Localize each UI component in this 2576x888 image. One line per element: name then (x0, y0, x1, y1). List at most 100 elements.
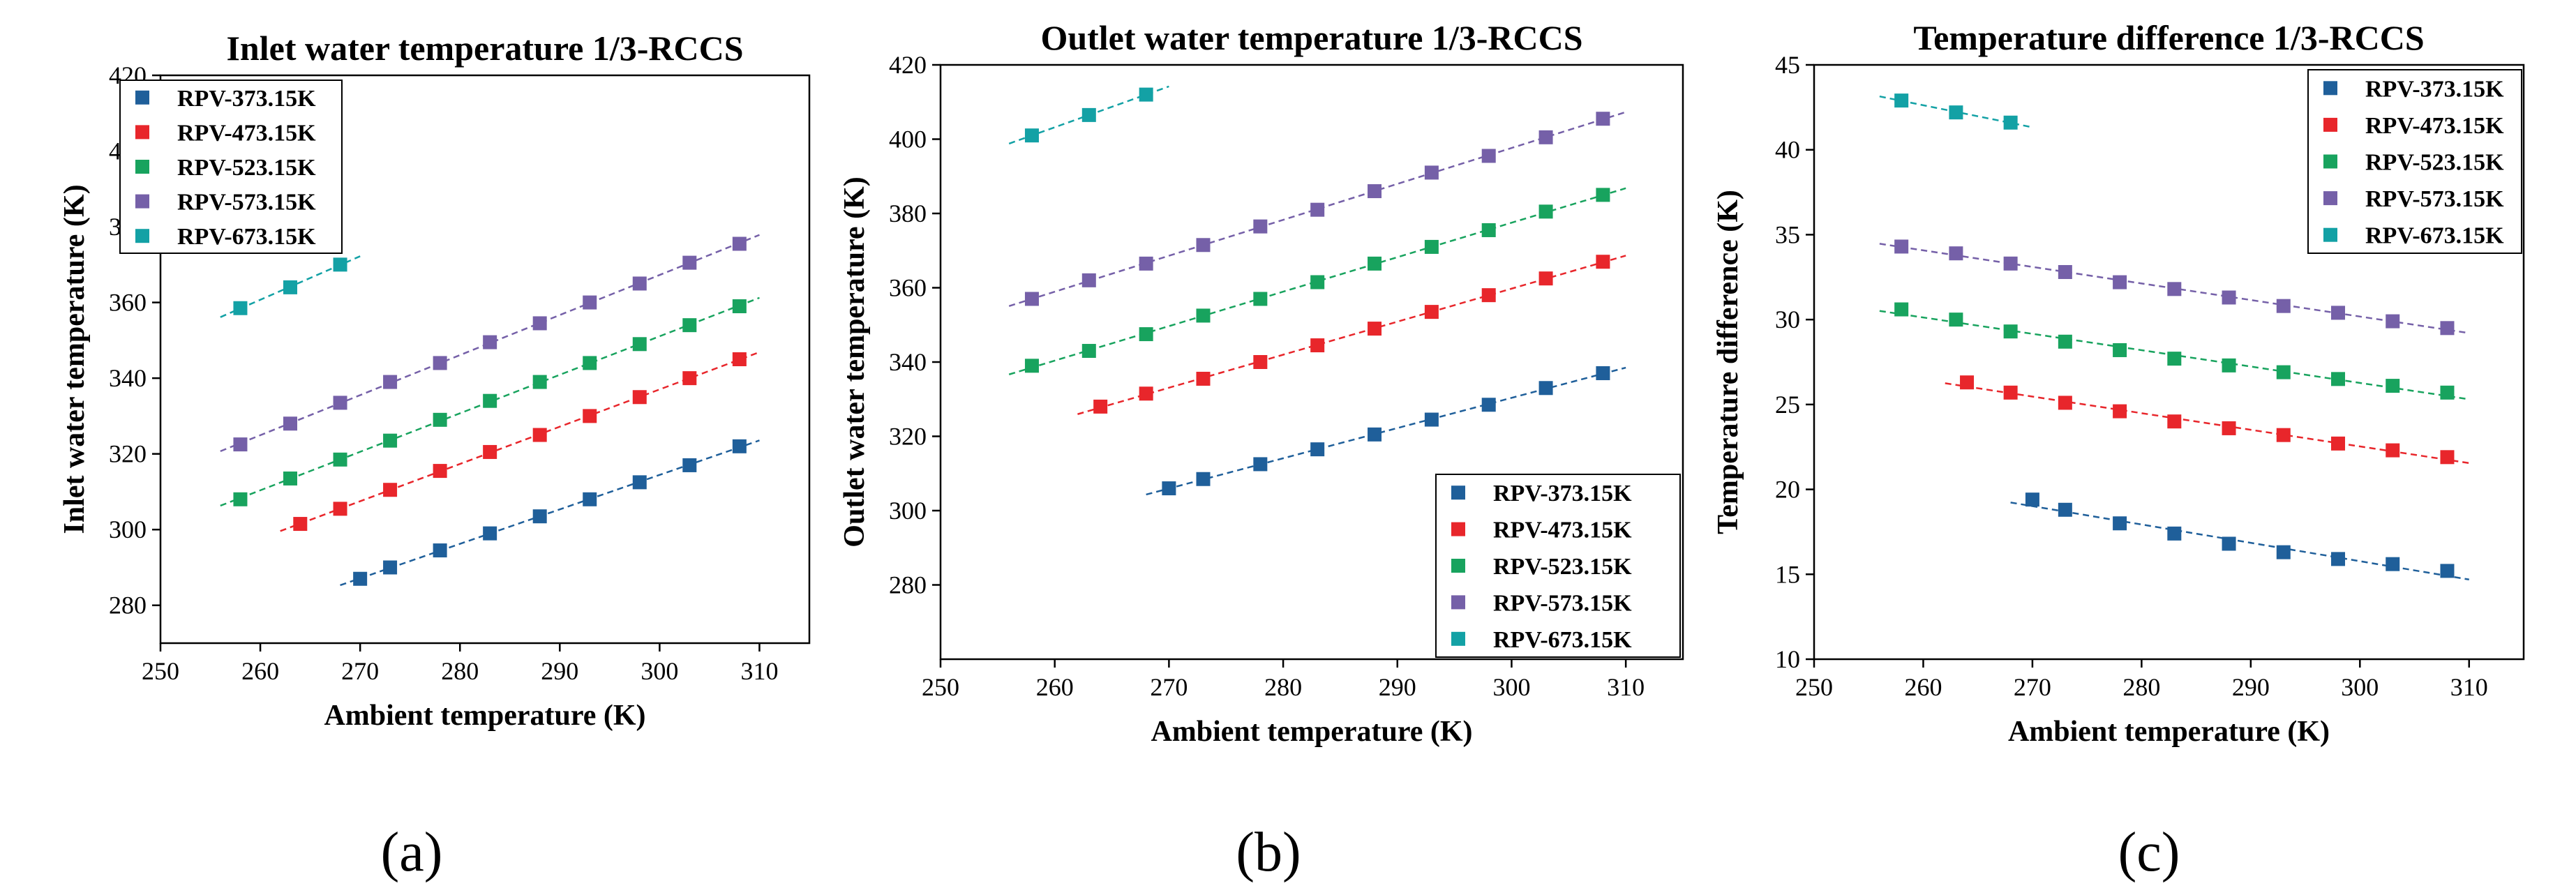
data-point (1424, 305, 1439, 319)
data-point (532, 428, 547, 442)
y-tick-label: 340 (109, 364, 147, 392)
y-tick-label: 10 (1775, 645, 1800, 673)
data-point (1139, 87, 1153, 102)
y-tick-label: 420 (889, 51, 927, 79)
legend-label: RPV-673.15K (177, 224, 316, 250)
data-point (2440, 385, 2455, 400)
data-point (532, 316, 547, 331)
data-point (2025, 492, 2039, 507)
data-point (2113, 404, 2127, 419)
panel-b: Outlet water temperature 1/3-RCCS 250 260 2… (839, 18, 1684, 883)
data-point (1538, 271, 1553, 286)
y-tick-label: 340 (889, 348, 927, 376)
y-tick-label: 380 (889, 200, 927, 227)
data-point (682, 371, 697, 386)
data-point (1024, 359, 1039, 373)
data-point (1196, 238, 1211, 253)
legend-marker (2323, 191, 2337, 206)
data-point (233, 437, 248, 452)
data-point (1196, 308, 1211, 323)
data-point (1139, 386, 1153, 401)
data-point (532, 509, 547, 524)
legend-label: RPV-523.15K (2365, 150, 2504, 176)
data-point (2222, 358, 2236, 372)
data-point (1310, 442, 1325, 457)
data-point (732, 439, 747, 453)
y-tick-label: 40 (1775, 136, 1800, 164)
data-point (1310, 202, 1325, 217)
legend-marker (1451, 486, 1465, 500)
legend-marker (2323, 154, 2337, 169)
legend-box (2307, 69, 2522, 254)
data-point (483, 526, 497, 541)
panel-c: Temperature difference 1/3-RCCS 250 260 270… (1712, 18, 2525, 883)
data-point (293, 517, 308, 532)
y-tick-label: 360 (109, 289, 147, 317)
x-tick-label: 280 (1264, 673, 1302, 701)
data-point (1894, 93, 1909, 108)
data-point (632, 390, 647, 405)
data-point (583, 295, 597, 310)
data-point (2331, 552, 2346, 566)
fit-line (1008, 187, 1626, 375)
data-point (1894, 239, 1909, 254)
x-tick-label: 260 (1036, 673, 1074, 701)
data-point (682, 255, 697, 270)
panel-caption: (a) (381, 822, 443, 883)
legend-marker (1451, 595, 1465, 610)
x-tick-label: 280 (2122, 673, 2160, 701)
data-point (1481, 398, 1496, 412)
legend-label: RPV-373.15K (177, 86, 316, 112)
data-point (2386, 557, 2400, 571)
legend-label: RPV-673.15K (2365, 223, 2504, 249)
panel-caption: (c) (2118, 822, 2180, 883)
data-point (1949, 313, 1963, 327)
data-point (1596, 188, 1610, 202)
data-point (483, 393, 497, 408)
data-point (1093, 399, 1108, 414)
y-tick-label: 15 (1775, 560, 1800, 588)
data-point (233, 492, 248, 506)
data-point (333, 452, 347, 467)
data-point (1081, 107, 1096, 122)
data-point (383, 483, 398, 497)
data-point (1368, 322, 1382, 336)
data-point (583, 356, 597, 370)
data-point (1538, 381, 1553, 396)
data-point (1596, 366, 1610, 380)
x-tick-label: 300 (2341, 673, 2379, 701)
x-tick-label: 270 (2014, 673, 2051, 701)
data-point (2222, 421, 2236, 435)
data-point (732, 236, 747, 251)
y-tick-label: 300 (109, 516, 147, 543)
data-point (2276, 299, 2291, 313)
x-tick-label: 260 (1904, 673, 1942, 701)
data-point (1949, 105, 1963, 120)
x-tick-label: 250 (1795, 673, 1833, 701)
data-point (1894, 302, 1909, 317)
data-point (353, 571, 368, 586)
chart-title: Temperature difference 1/3-RCCS (1913, 18, 2424, 57)
panel-a: Inlet water temperature 1/3-RCCS 250 260 27… (59, 29, 811, 883)
data-point (1196, 472, 1211, 486)
data-point (1310, 338, 1325, 353)
panel-caption: (b) (1236, 822, 1301, 883)
x-tick-label: 290 (2232, 673, 2270, 701)
legend-marker (135, 229, 149, 243)
legend-marker (2323, 81, 2337, 96)
data-point (732, 352, 747, 366)
data-point (1424, 412, 1439, 427)
y-tick-label: 280 (889, 571, 927, 599)
fit-line (280, 351, 760, 532)
y-tick-label: 25 (1775, 391, 1800, 419)
data-point (1368, 184, 1382, 199)
data-point (233, 301, 248, 315)
data-point (2167, 414, 2182, 429)
legend-box (119, 80, 343, 254)
data-point (2003, 324, 2018, 339)
data-point (632, 337, 647, 352)
fit-line (220, 296, 760, 507)
x-tick-label: 280 (441, 657, 479, 685)
data-point (1368, 256, 1382, 271)
